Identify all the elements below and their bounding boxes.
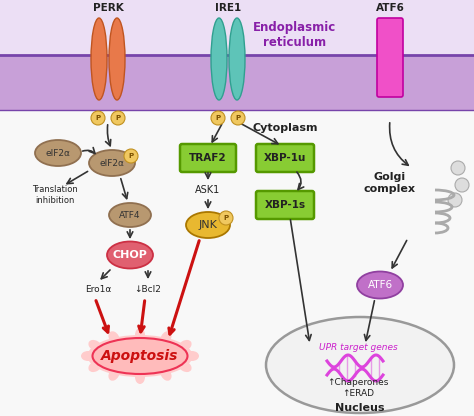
Ellipse shape xyxy=(35,140,81,166)
Ellipse shape xyxy=(89,150,135,176)
Circle shape xyxy=(451,161,465,175)
FancyBboxPatch shape xyxy=(0,55,474,110)
Text: eIF2α: eIF2α xyxy=(46,149,71,158)
Ellipse shape xyxy=(109,331,119,344)
Ellipse shape xyxy=(179,340,191,351)
Ellipse shape xyxy=(160,368,172,381)
Text: JNK: JNK xyxy=(199,220,218,230)
Circle shape xyxy=(231,111,245,125)
FancyBboxPatch shape xyxy=(256,144,314,172)
Circle shape xyxy=(124,149,138,163)
Ellipse shape xyxy=(92,338,188,374)
Text: P: P xyxy=(116,115,120,121)
Text: P: P xyxy=(95,115,100,121)
Ellipse shape xyxy=(89,340,101,351)
FancyBboxPatch shape xyxy=(180,144,236,172)
Ellipse shape xyxy=(357,272,403,299)
Text: PERK: PERK xyxy=(92,3,123,13)
Ellipse shape xyxy=(229,18,245,100)
Text: ↓Bcl2: ↓Bcl2 xyxy=(135,285,162,295)
Ellipse shape xyxy=(211,18,227,100)
Ellipse shape xyxy=(135,370,145,384)
Text: P: P xyxy=(216,115,220,121)
Text: Ero1α: Ero1α xyxy=(85,285,111,295)
FancyBboxPatch shape xyxy=(377,18,403,97)
Ellipse shape xyxy=(179,361,191,372)
Circle shape xyxy=(211,111,225,125)
Text: ↑Chaperones
↑ERAD: ↑Chaperones ↑ERAD xyxy=(328,378,389,399)
FancyBboxPatch shape xyxy=(0,0,474,110)
Text: Golgi
complex: Golgi complex xyxy=(364,172,416,194)
Text: ATF4: ATF4 xyxy=(119,210,141,220)
Text: ATF6: ATF6 xyxy=(375,3,404,13)
Ellipse shape xyxy=(91,18,107,100)
Circle shape xyxy=(91,111,105,125)
Text: Nucleus: Nucleus xyxy=(335,403,385,413)
Text: P: P xyxy=(236,115,241,121)
Ellipse shape xyxy=(186,212,230,238)
Text: XBP-1u: XBP-1u xyxy=(264,153,306,163)
Circle shape xyxy=(111,111,125,125)
Ellipse shape xyxy=(88,335,192,377)
Text: Endoplasmic
reticulum: Endoplasmic reticulum xyxy=(254,21,337,49)
Text: eIF2α: eIF2α xyxy=(100,158,125,168)
Text: Cytoplasm: Cytoplasm xyxy=(252,123,318,133)
FancyBboxPatch shape xyxy=(256,191,314,219)
Ellipse shape xyxy=(266,317,454,413)
Text: CHOP: CHOP xyxy=(112,250,147,260)
Ellipse shape xyxy=(89,361,101,372)
Text: P: P xyxy=(223,215,228,221)
Text: P: P xyxy=(128,153,134,159)
Text: ATF6: ATF6 xyxy=(367,280,392,290)
Text: IRE1: IRE1 xyxy=(215,3,241,13)
Ellipse shape xyxy=(135,328,145,342)
Ellipse shape xyxy=(81,351,95,361)
Text: TRAF2: TRAF2 xyxy=(189,153,227,163)
Circle shape xyxy=(219,211,233,225)
Text: XBP-1s: XBP-1s xyxy=(264,200,306,210)
Text: UPR target genes: UPR target genes xyxy=(319,344,397,352)
Ellipse shape xyxy=(160,331,172,344)
Text: Translation
inhibition: Translation inhibition xyxy=(32,185,78,205)
Ellipse shape xyxy=(109,18,125,100)
Ellipse shape xyxy=(109,368,119,381)
Circle shape xyxy=(448,193,462,207)
Ellipse shape xyxy=(185,351,199,361)
Ellipse shape xyxy=(107,242,153,268)
Text: ASK1: ASK1 xyxy=(195,185,220,195)
Circle shape xyxy=(455,178,469,192)
Ellipse shape xyxy=(109,203,151,227)
Text: Apoptosis: Apoptosis xyxy=(101,349,179,363)
